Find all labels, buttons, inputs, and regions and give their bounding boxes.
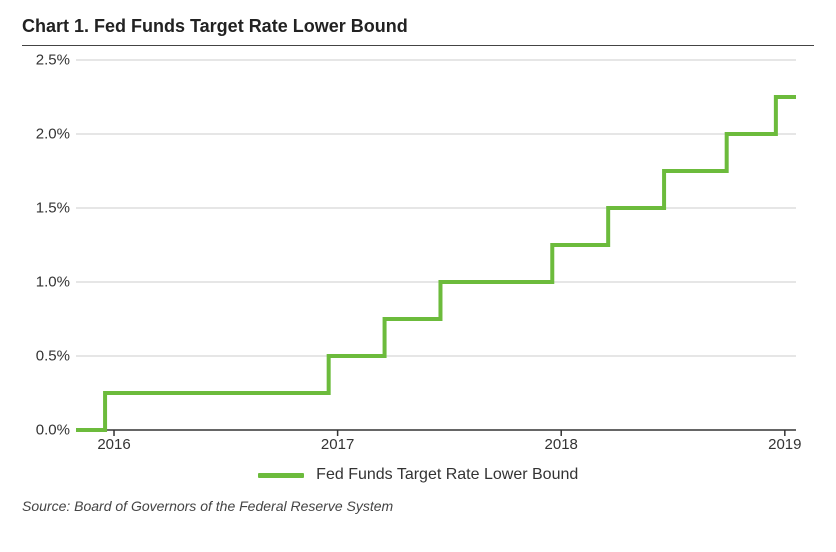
y-tick-label: 0.0% (36, 422, 76, 439)
legend: Fed Funds Target Rate Lower Bound (22, 466, 814, 484)
x-tick-label: 2018 (545, 430, 578, 453)
y-tick-label: 0.5% (36, 348, 76, 365)
source-note: Source: Board of Governors of the Federa… (22, 498, 814, 514)
plot-svg (76, 60, 796, 430)
title-divider (22, 45, 814, 46)
x-tick-label: 2016 (97, 430, 130, 453)
legend-swatch (258, 473, 304, 478)
y-tick-label: 2.0% (36, 126, 76, 143)
legend-label: Fed Funds Target Rate Lower Bound (316, 466, 578, 484)
plot-area: 0.0%0.5%1.0%1.5%2.0%2.5%2016201720182019 (76, 60, 796, 430)
y-tick-label: 1.5% (36, 200, 76, 217)
x-tick-label: 2017 (321, 430, 354, 453)
chart-container: Chart 1. Fed Funds Target Rate Lower Bou… (0, 0, 836, 552)
chart-title: Chart 1. Fed Funds Target Rate Lower Bou… (22, 16, 814, 37)
y-tick-label: 2.5% (36, 52, 76, 69)
x-tick-label: 2019 (768, 430, 801, 453)
series-line (76, 97, 796, 430)
y-tick-label: 1.0% (36, 274, 76, 291)
